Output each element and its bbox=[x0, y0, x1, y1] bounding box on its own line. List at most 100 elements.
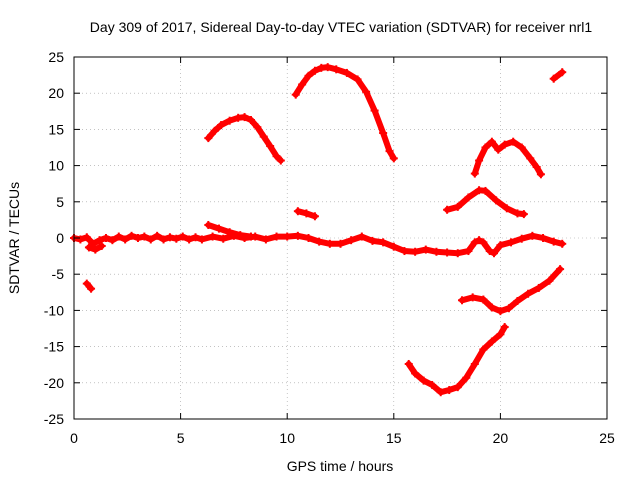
data-point bbox=[492, 196, 501, 205]
data-point bbox=[517, 234, 526, 243]
x-tick-label: 20 bbox=[493, 430, 509, 446]
data-point bbox=[97, 241, 106, 250]
data-point bbox=[325, 239, 334, 248]
data-point bbox=[304, 71, 313, 80]
data-point bbox=[494, 145, 503, 154]
data-point bbox=[114, 232, 123, 241]
y-tick-label: -20 bbox=[44, 375, 64, 391]
data-point bbox=[342, 68, 351, 77]
data-point bbox=[458, 296, 467, 305]
data-point bbox=[528, 231, 537, 240]
x-tick-label: 0 bbox=[70, 430, 78, 446]
series-arc-deep bbox=[404, 323, 509, 397]
data-point bbox=[419, 376, 428, 385]
data-point bbox=[291, 90, 300, 99]
data-point bbox=[101, 234, 110, 242]
data-point bbox=[534, 283, 543, 292]
y-tick-label: 10 bbox=[48, 158, 64, 174]
data-point bbox=[496, 241, 505, 250]
data-point bbox=[475, 236, 484, 245]
data-point bbox=[500, 140, 509, 149]
data-point bbox=[272, 232, 281, 241]
y-tick-label: 0 bbox=[56, 230, 64, 246]
data-point bbox=[445, 386, 454, 395]
series-segment-late-high bbox=[549, 68, 567, 83]
data-point bbox=[353, 75, 362, 84]
data-point bbox=[191, 233, 200, 242]
data-point bbox=[362, 87, 371, 96]
data-point bbox=[500, 323, 509, 332]
data-point bbox=[389, 242, 398, 251]
data-point bbox=[556, 265, 565, 274]
data-point bbox=[479, 238, 488, 247]
data-point bbox=[323, 63, 332, 72]
data-point bbox=[259, 132, 268, 141]
x-axis-label: GPS time / hours bbox=[287, 458, 394, 474]
data-point bbox=[470, 169, 479, 178]
data-point bbox=[225, 228, 234, 237]
data-point bbox=[178, 232, 187, 241]
data-series bbox=[70, 63, 567, 397]
data-point bbox=[502, 204, 511, 213]
data-point bbox=[539, 234, 548, 242]
data-point bbox=[293, 231, 302, 240]
data-point bbox=[475, 156, 484, 165]
series-segment-10h bbox=[293, 207, 319, 221]
data-point bbox=[464, 247, 473, 256]
data-point bbox=[87, 284, 96, 293]
data-point bbox=[462, 373, 471, 382]
data-point bbox=[261, 235, 270, 244]
data-point bbox=[172, 234, 181, 243]
y-tick-label: 25 bbox=[48, 49, 64, 65]
data-point bbox=[208, 232, 217, 241]
data-point bbox=[347, 236, 356, 245]
x-tick-label: 10 bbox=[279, 430, 295, 446]
data-point bbox=[204, 134, 213, 143]
data-point bbox=[532, 163, 541, 172]
series-arc-late-mid bbox=[443, 186, 528, 219]
data-point bbox=[487, 303, 496, 312]
data-point bbox=[165, 233, 174, 242]
data-point bbox=[549, 74, 558, 83]
series-dip-early bbox=[82, 279, 96, 293]
data-point bbox=[490, 249, 499, 258]
y-tick-label: -15 bbox=[44, 339, 64, 355]
axis-ticks: 0 5 10 15 20 25 25 20 15 10 5 0 -5 -10 -15 -20 -25 bbox=[44, 49, 615, 446]
series-baseline-upper bbox=[204, 220, 255, 241]
data-point bbox=[421, 245, 430, 254]
data-point bbox=[127, 231, 136, 240]
data-point bbox=[404, 359, 413, 368]
data-point bbox=[468, 293, 477, 302]
data-point bbox=[485, 247, 494, 256]
data-point bbox=[453, 383, 462, 392]
series-baseline-early bbox=[70, 231, 567, 258]
series-line bbox=[71, 232, 566, 257]
y-tick-label: 20 bbox=[48, 85, 64, 101]
data-point bbox=[517, 143, 526, 152]
data-point bbox=[487, 137, 496, 146]
series-arc-noon bbox=[291, 63, 398, 163]
data-point bbox=[302, 209, 311, 218]
data-point bbox=[481, 186, 490, 195]
data-point bbox=[140, 232, 149, 241]
series-baseline-lower bbox=[84, 241, 106, 254]
data-point bbox=[411, 247, 420, 256]
data-point bbox=[336, 239, 345, 248]
data-point bbox=[272, 152, 281, 161]
data-point bbox=[549, 237, 558, 246]
data-point bbox=[524, 289, 533, 298]
data-point bbox=[558, 239, 567, 248]
data-point bbox=[204, 220, 213, 229]
data-point bbox=[298, 80, 307, 89]
x-tick-label: 25 bbox=[599, 430, 615, 446]
data-point bbox=[95, 236, 104, 245]
x-tick-label: 5 bbox=[177, 430, 185, 446]
data-point bbox=[236, 231, 245, 240]
data-point bbox=[214, 224, 223, 233]
data-point bbox=[436, 388, 445, 397]
data-point bbox=[276, 156, 285, 165]
data-point bbox=[479, 295, 488, 304]
data-point bbox=[210, 126, 219, 135]
data-point bbox=[310, 66, 319, 75]
y-tick-label: -5 bbox=[52, 266, 65, 282]
